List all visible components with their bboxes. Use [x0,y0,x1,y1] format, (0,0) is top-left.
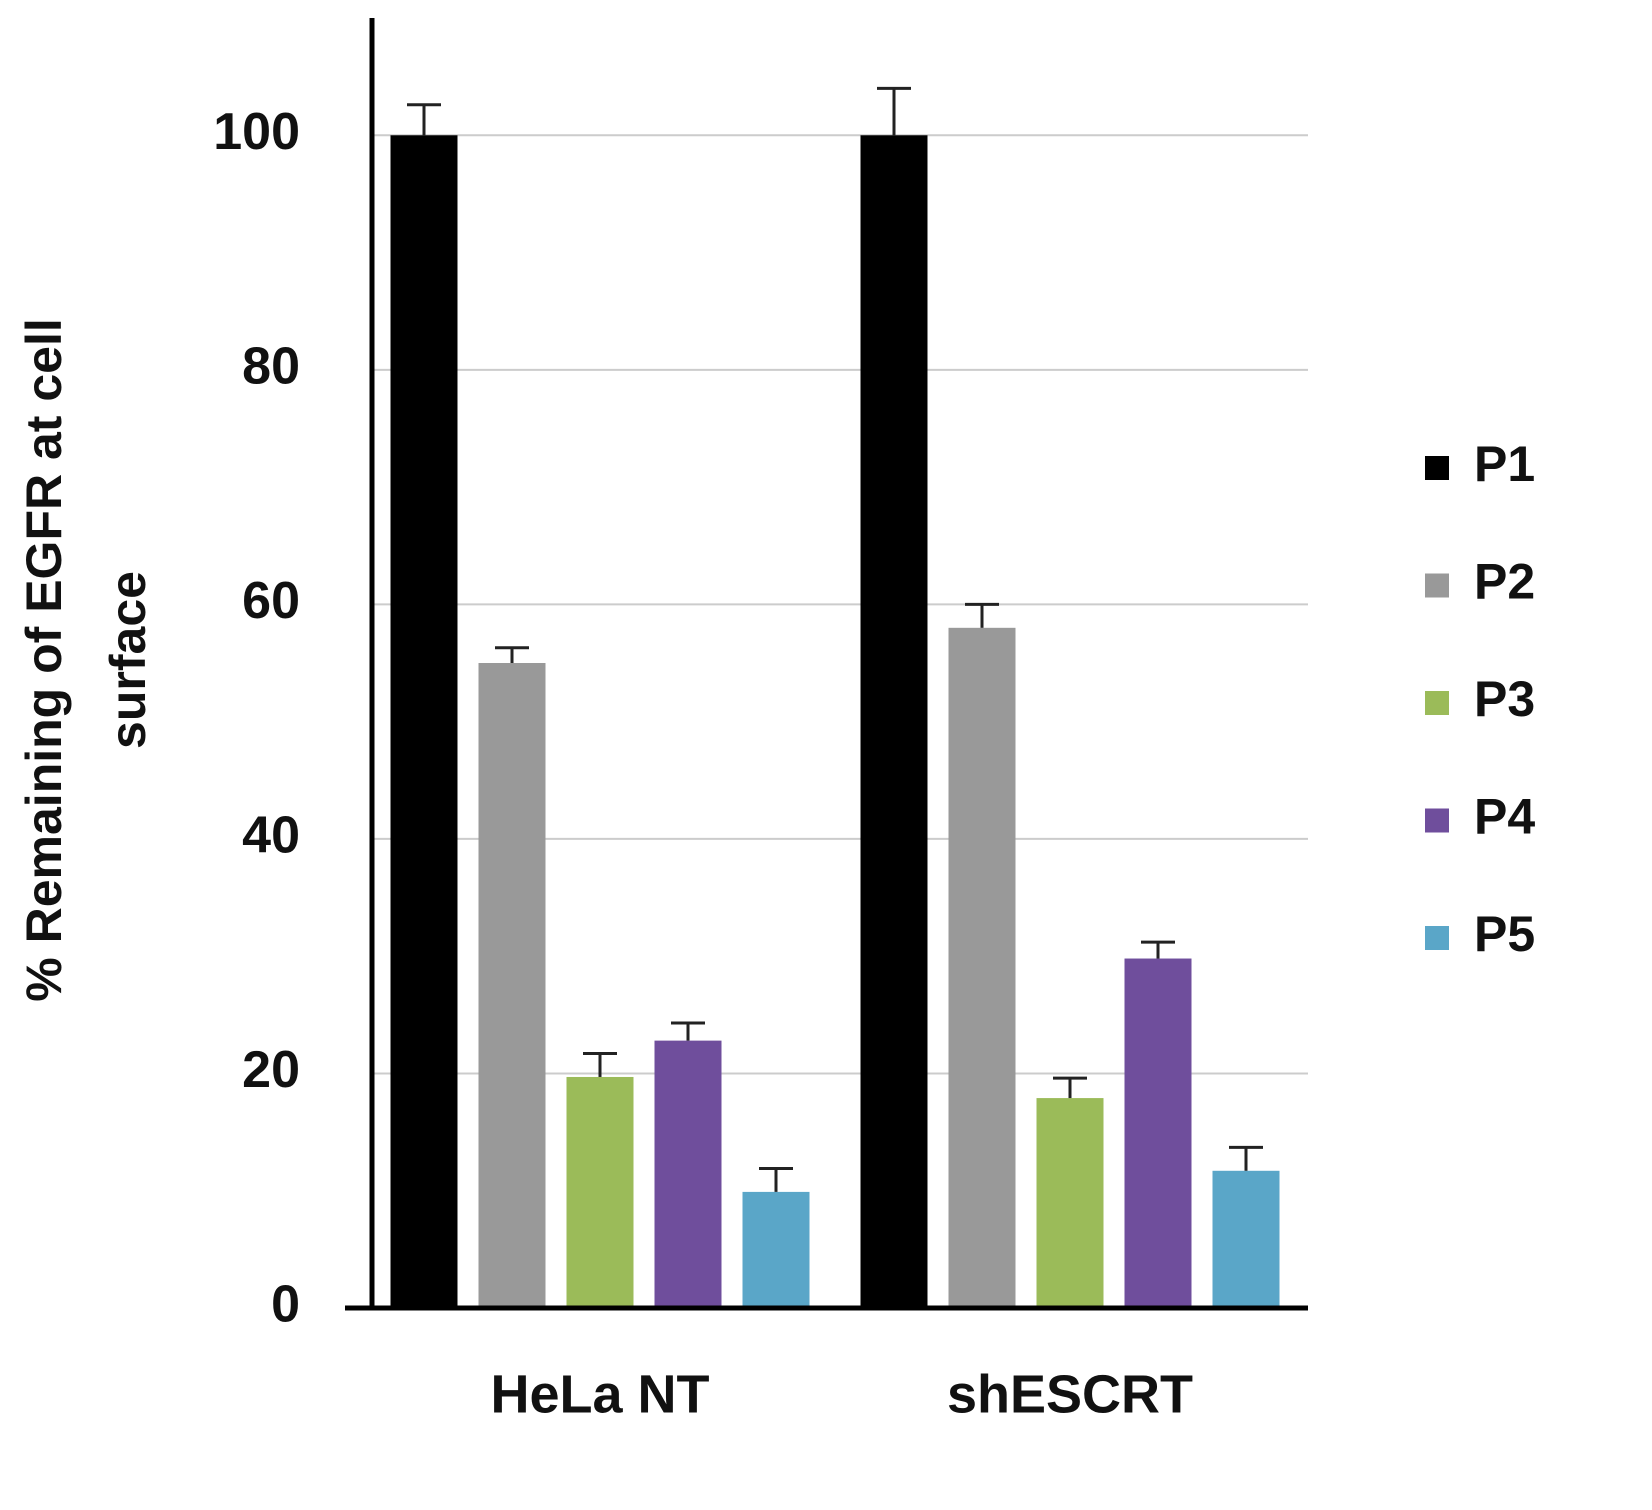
error-bar [671,1021,705,1041]
y-tick-label: 100 [213,103,300,161]
y-tick-label: 80 [242,338,300,396]
error-bar [583,1052,617,1077]
y-axis-title-line: surface [100,571,156,749]
bar [566,1076,634,1308]
bar [1212,1170,1280,1308]
x-tick-label: HeLa NT [490,1364,709,1424]
bar [742,1191,810,1308]
y-axis-title: % Remaining of EGFR at cell surface [16,318,156,1001]
legend-swatch [1425,926,1449,950]
legend-label: P5 [1474,906,1535,962]
legend-label: P1 [1474,436,1535,492]
error-bar [1053,1076,1087,1099]
legend-label: P3 [1474,671,1535,727]
y-tick-label: 60 [242,572,300,630]
legend-label: P4 [1474,789,1535,845]
error-bar [495,646,529,663]
y-tick-label: 20 [242,1041,300,1099]
bar [478,663,546,1308]
bar [1036,1098,1104,1308]
bar [948,627,1016,1308]
legend-label: P2 [1474,554,1535,610]
error-bar [1229,1145,1263,1171]
error-bar [877,86,911,136]
bar [860,135,928,1309]
bar [654,1040,722,1308]
error-bar [759,1166,793,1192]
bar [390,135,458,1309]
y-tick-label: 40 [242,807,300,865]
y-axis-title-line: % Remaining of EGFR at cell [16,318,72,1001]
legend-swatch [1425,808,1449,833]
legend-swatch [1425,691,1449,715]
y-tick-label: 0 [271,1276,300,1334]
bar [1124,958,1192,1308]
error-bar [965,602,999,628]
error-bar [1141,940,1175,959]
legend-swatch [1425,456,1449,480]
x-tick-label: shESCRT [947,1364,1193,1424]
error-bar [407,103,441,136]
legend-swatch [1425,573,1449,598]
